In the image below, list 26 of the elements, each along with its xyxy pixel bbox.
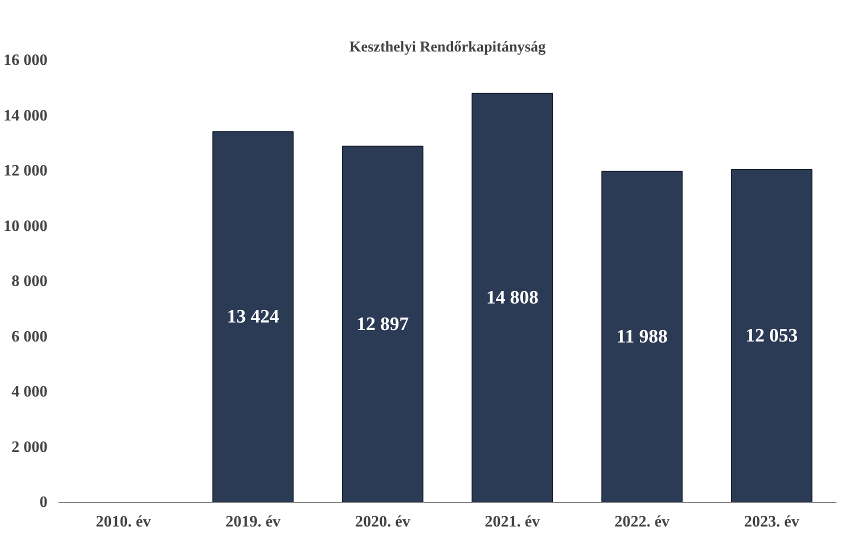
- chart-title: Keszthelyi Rendőrkapitányság: [349, 40, 546, 56]
- y-tick-label: 4 000: [12, 384, 48, 400]
- data-label: 12 053: [746, 326, 798, 347]
- y-tick-label: 14 000: [4, 107, 48, 124]
- y-tick-label: 6 000: [12, 328, 48, 346]
- bar: [601, 170, 683, 502]
- x-tick-label: 2021. év: [484, 514, 540, 530]
- x-tick-label: 2019. év: [225, 514, 281, 530]
- y-tick-label: 2 000: [12, 438, 48, 456]
- x-tick-label: 2022. év: [614, 514, 670, 530]
- bar: [342, 146, 424, 502]
- data-label: 14 808: [486, 287, 538, 308]
- bar: [730, 169, 812, 502]
- y-tick-label: 16 000: [4, 52, 48, 69]
- bar: [472, 92, 554, 502]
- data-label: 12 897: [356, 314, 410, 335]
- x-tick-label: 2023. év: [744, 514, 800, 530]
- y-tick-label: 10 000: [4, 218, 48, 235]
- data-label: 13 424: [226, 306, 280, 328]
- x-tick-label: 2020. év: [355, 514, 410, 530]
- y-tick-label: 12 000: [4, 162, 48, 180]
- data-label: 11 988: [616, 326, 668, 348]
- x-tick-label: 2010. év: [96, 514, 151, 530]
- y-tick-label: 8 000: [12, 273, 48, 290]
- bar: [212, 131, 294, 502]
- y-tick-label: 0: [40, 494, 48, 511]
